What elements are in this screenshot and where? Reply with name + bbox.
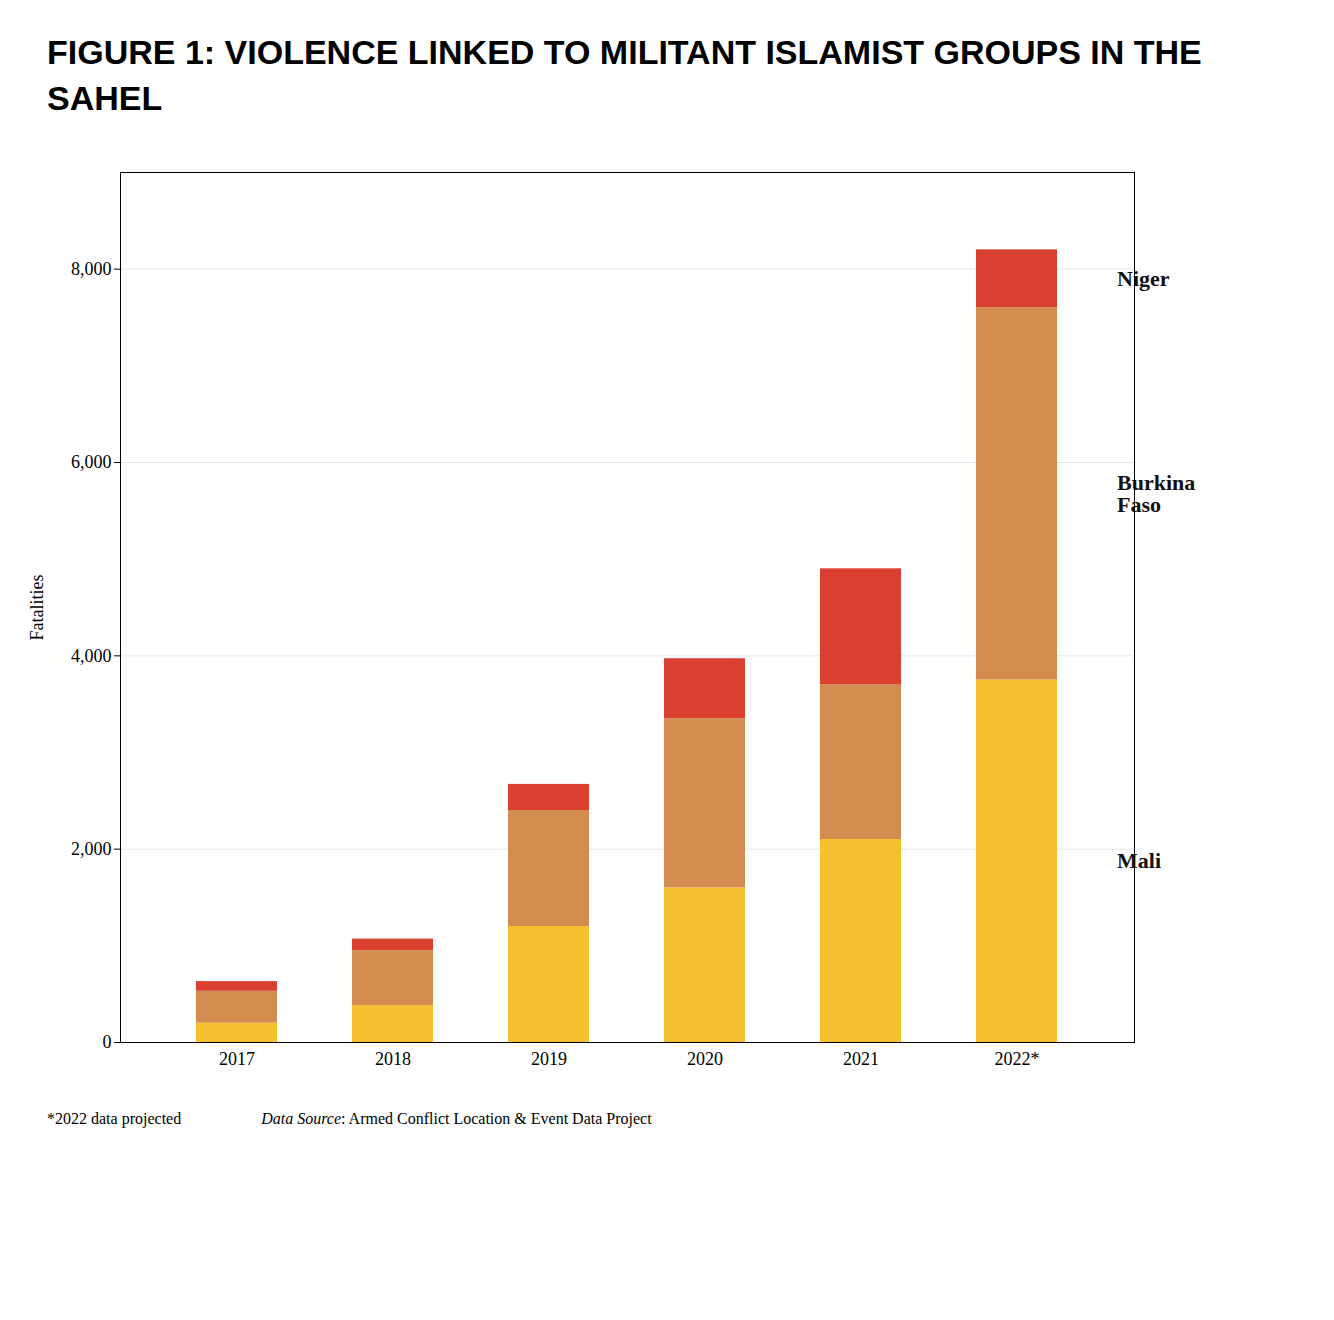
svg-text:2,000: 2,000 [71, 839, 112, 859]
svg-text:6,000: 6,000 [71, 452, 112, 472]
svg-text:2018: 2018 [375, 1049, 411, 1069]
svg-text:4,000: 4,000 [71, 645, 112, 665]
svg-text:2019: 2019 [531, 1049, 567, 1069]
svg-text:Fatalities: Fatalities [27, 574, 47, 640]
svg-text:2022*: 2022* [995, 1049, 1040, 1069]
svg-text:0: 0 [103, 1032, 112, 1052]
svg-text:8,000: 8,000 [71, 259, 112, 279]
svg-text:Mali: Mali [1117, 848, 1161, 873]
html-text:FIGURE 1: VIOLENCE LINKED TO M: FIGURE 1: VIOLENCE LINKED TO MILITANT IS… [47, 33, 1202, 117]
svg-text:2021: 2021 [843, 1049, 879, 1069]
svg-text:BurkinaFaso: BurkinaFaso [1117, 470, 1195, 517]
html-text:Data Source: Armed Conflict Lo: Data Source: Armed Conflict Location & E… [261, 1109, 652, 1127]
svg-text:2017: 2017 [219, 1049, 255, 1069]
html-text:*2022 data projected: *2022 data projected [47, 1109, 182, 1127]
svg-text:Niger: Niger [1117, 266, 1170, 291]
svg-text:2020: 2020 [687, 1049, 723, 1069]
